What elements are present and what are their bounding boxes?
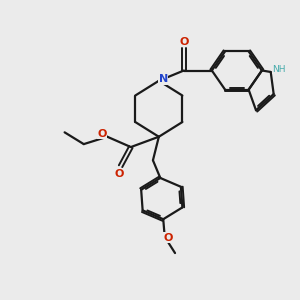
- Text: O: O: [97, 129, 107, 139]
- Text: N: N: [159, 74, 168, 84]
- Text: O: O: [164, 233, 173, 243]
- Text: O: O: [179, 37, 188, 47]
- Text: NH: NH: [272, 64, 286, 74]
- Text: O: O: [114, 169, 124, 178]
